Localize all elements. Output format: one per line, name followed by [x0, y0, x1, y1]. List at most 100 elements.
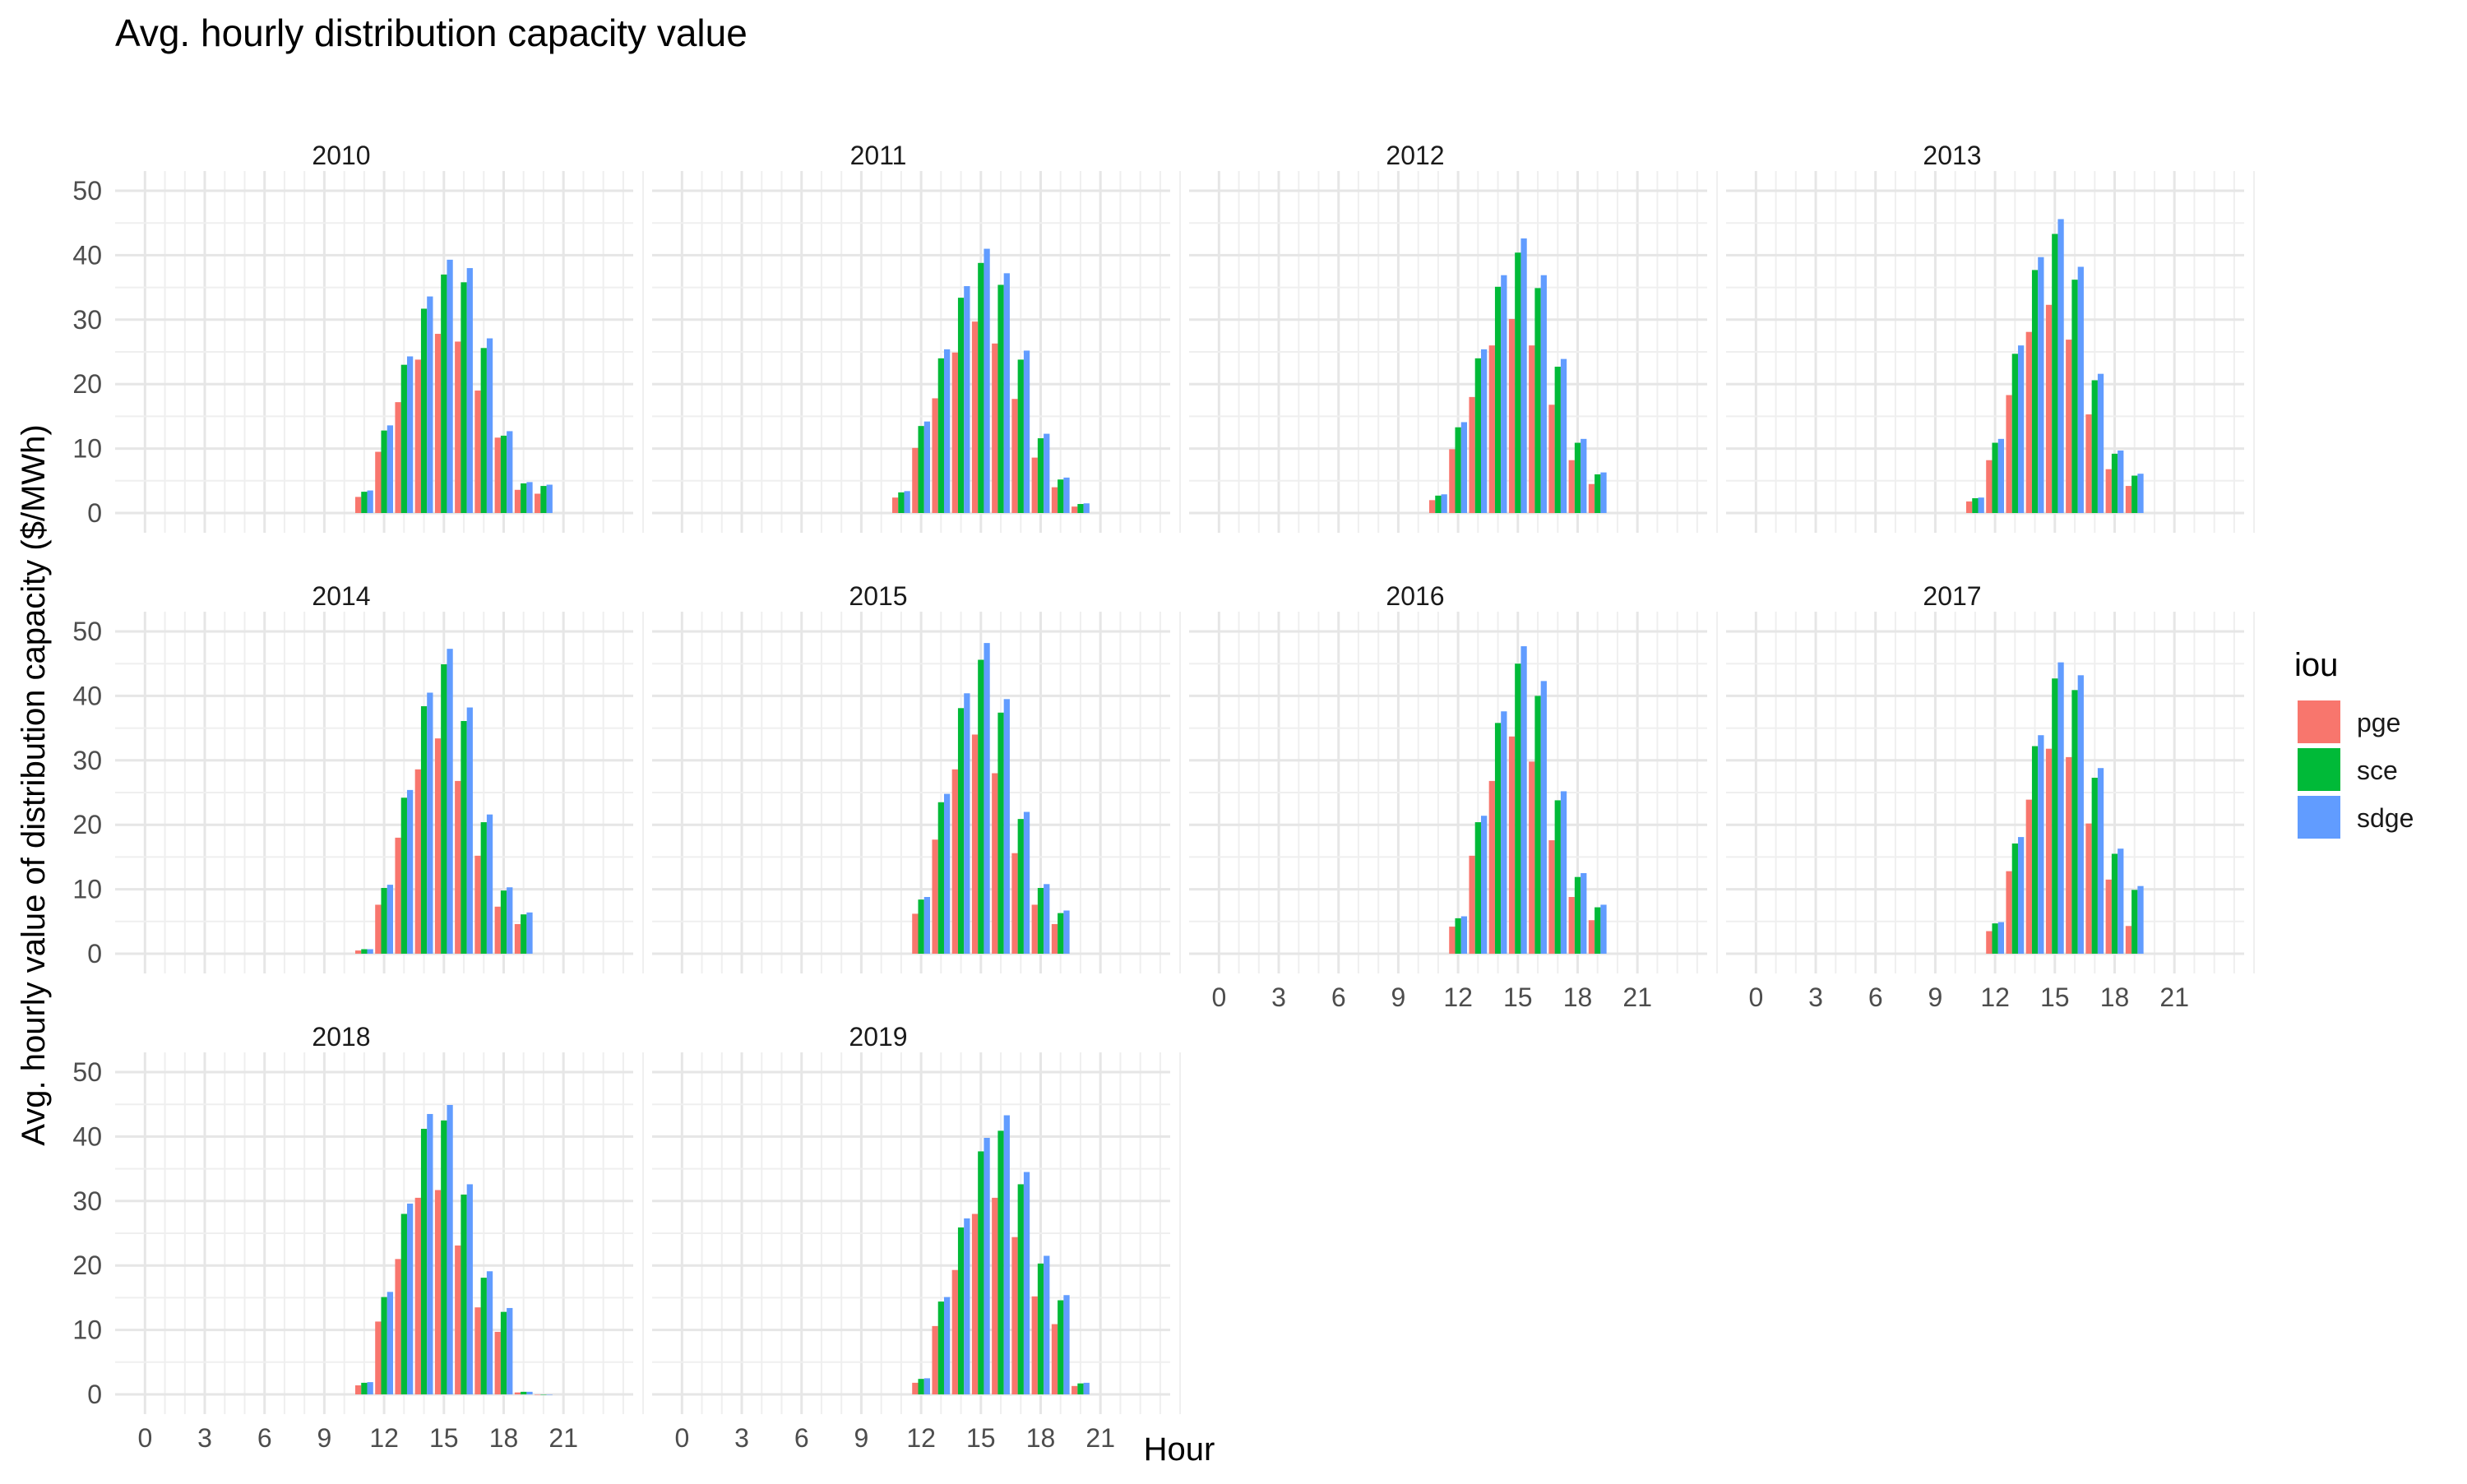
bar-sce-2014-h19: [521, 914, 527, 954]
bar-sdge-2011-h20: [1083, 503, 1090, 513]
bar-sdge-2011-h12: [923, 421, 931, 513]
bar-sce-2010-h14: [420, 308, 428, 513]
bar-sce-2015-h18: [1037, 888, 1044, 954]
bar-sdge-2015-h18: [1044, 884, 1050, 954]
grid: [652, 171, 1182, 533]
bar-sdge-2016-h18: [1581, 873, 1587, 954]
bar-sce-2011-h13: [937, 358, 944, 513]
bar-sce-2014-h13: [400, 797, 407, 954]
bar-sce-2012-h15: [1515, 252, 1521, 513]
y-tick-label: 20: [72, 1251, 102, 1280]
bar-sce-2010-h11: [361, 492, 368, 513]
bar-pge-2018-h16: [455, 1245, 461, 1394]
bar-sce-2019-h12: [918, 1379, 924, 1394]
x-tick-label: 15: [2040, 982, 2070, 1012]
bar-sdge-2014-h16: [466, 707, 473, 954]
bar-pge-2017-h13: [2006, 871, 2012, 954]
bar-sdge-2019-h13: [943, 1297, 951, 1394]
legend: iou pge sce sdge: [2294, 647, 2414, 839]
y-tick-label: 30: [72, 746, 102, 775]
bar-pge-2015-h13: [932, 839, 938, 954]
x-tick-label: 0: [674, 1423, 689, 1453]
x-tick-label: 6: [794, 1423, 809, 1453]
x-tick-label: 9: [1391, 982, 1406, 1012]
bar-sce-2012-h14: [1494, 286, 1502, 513]
bar-pge-2015-h12: [912, 913, 919, 954]
grid: [1726, 612, 2256, 973]
grid: [1726, 171, 2256, 533]
bar-pge-2014-h11: [354, 950, 362, 954]
bar-pge-2012-h19: [1588, 483, 1595, 513]
y-tick-label: 50: [72, 176, 102, 206]
bar-sce-2011-h16: [997, 284, 1004, 513]
bar-sdge-2016-h16: [1540, 681, 1547, 954]
x-tick-label: 15: [966, 1423, 996, 1453]
y-tick-label: 40: [72, 240, 102, 270]
bar-sce-2018-h20: [540, 1394, 547, 1395]
y-tick-label: 10: [72, 434, 102, 464]
bar-sce-2017-h18: [2111, 853, 2118, 954]
bar-sdge-2013-h19: [2137, 474, 2144, 513]
bar-sce-2018-h12: [381, 1297, 387, 1394]
bar-pge-2015-h17: [1011, 853, 1018, 954]
bar-sdge-2019-h17: [1023, 1172, 1030, 1394]
bar-pge-2010-h14: [414, 359, 421, 513]
bar-pge-2010-h11: [354, 497, 362, 513]
bar-sdge-2012-h16: [1540, 275, 1547, 513]
bar-pge-2013-h16: [2066, 340, 2072, 513]
bar-sce-2018-h15: [441, 1120, 447, 1394]
bar-sce-2012-h13: [1474, 358, 1481, 513]
bar-sce-2017-h17: [2091, 777, 2098, 954]
bar-pge-2011-h15: [971, 321, 979, 513]
bar-pge-2019-h20: [1072, 1385, 1078, 1394]
bar-sce-2010-h17: [480, 348, 487, 513]
facet-label: 2012: [1386, 141, 1444, 170]
bar-sce-2019-h19: [1058, 1300, 1064, 1394]
bar-sdge-2010-h15: [447, 259, 453, 513]
y-tick-label: 30: [72, 1186, 102, 1216]
bar-sdge-2014-h11: [367, 949, 373, 954]
bar-pge-2014-h12: [375, 904, 382, 954]
legend-entries: pge sce sdge: [2298, 700, 2414, 839]
bar-sce-2012-h11: [1435, 495, 1442, 513]
bar-sce-2018-h18: [500, 1311, 507, 1394]
bar-sce-2013-h13: [2011, 354, 2018, 513]
bar-sce-2010-h18: [500, 435, 507, 513]
bar-sce-2015-h19: [1058, 913, 1064, 954]
x-tick-label: 21: [1085, 1423, 1115, 1453]
bar-sdge-2014-h12: [386, 885, 394, 954]
bar-sdge-2011-h17: [1023, 350, 1030, 513]
bar-sdge-2010-h17: [486, 338, 493, 513]
bar-pge-2011-h16: [992, 343, 998, 513]
bar-sce-2011-h15: [978, 262, 984, 513]
bar-sce-2017-h14: [2031, 746, 2039, 954]
x-tick-label: 0: [137, 1423, 152, 1453]
x-tick-label: 9: [854, 1423, 869, 1453]
bar-pge-2014-h16: [455, 780, 461, 954]
bar-pge-2017-h14: [2025, 799, 2032, 954]
legend-entry-sce: sce: [2298, 748, 2398, 791]
bar-pge-2014-h15: [434, 738, 442, 954]
bar-sdge-2013-h13: [2017, 345, 2025, 513]
bar-sdge-2015-h12: [923, 897, 931, 954]
facet-panel-2016: 2016 0 3 6 9 12 15 18 21: [1189, 581, 1719, 1012]
bar-pge-2015-h14: [951, 769, 958, 954]
bar-sce-2012-h17: [1554, 367, 1561, 513]
bar-sce-2013-h12: [1992, 442, 1998, 513]
bar-pge-2019-h15: [971, 1214, 979, 1394]
bar-sdge-2018-h17: [486, 1271, 493, 1394]
bar-sce-2011-h17: [1017, 359, 1024, 513]
bar-sce-2013-h16: [2071, 280, 2078, 513]
bar-sce-2019-h20: [1077, 1383, 1084, 1394]
legend-title: iou: [2294, 647, 2338, 683]
bar-sdge-2010-h14: [427, 296, 433, 513]
bar-sce-2015-h14: [957, 708, 965, 954]
x-tick-label: 18: [1026, 1423, 1056, 1453]
bar-sce-2011-h11: [898, 492, 905, 513]
bar-sce-2018-h13: [400, 1214, 407, 1394]
bar-sdge-2014-h15: [447, 649, 453, 954]
bar-sdge-2010-h18: [507, 431, 513, 513]
bar-pge-2018-h18: [494, 1331, 501, 1394]
bar-sce-2013-h17: [2091, 380, 2098, 513]
